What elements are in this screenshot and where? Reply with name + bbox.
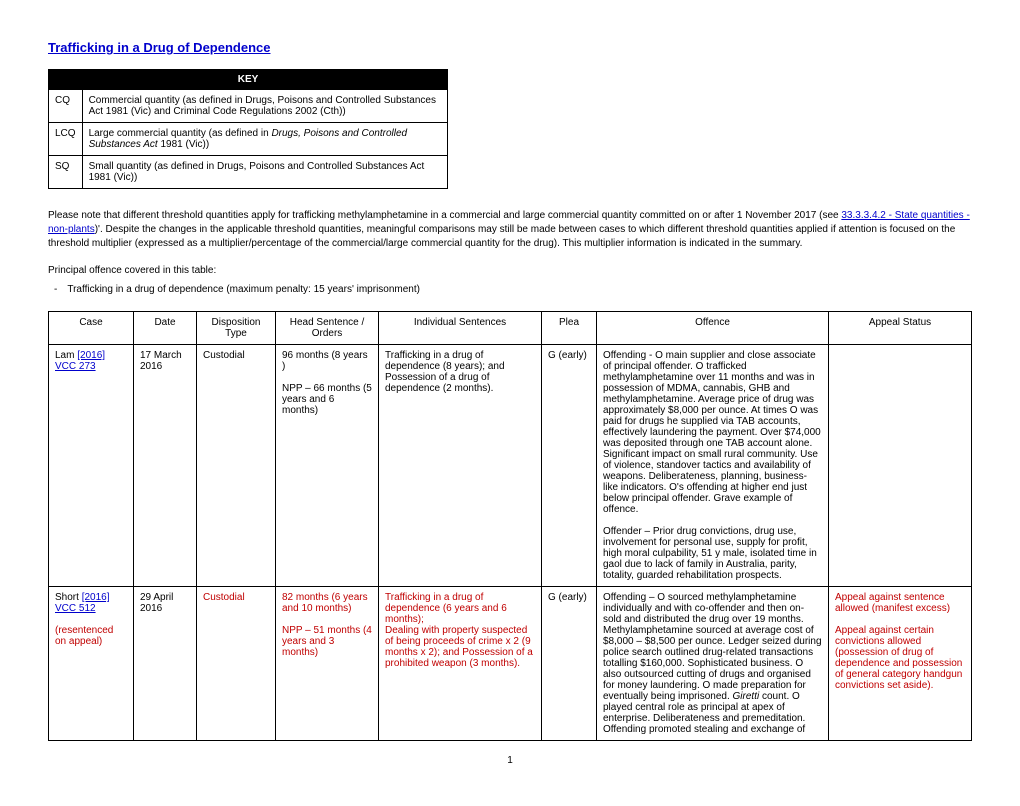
key-desc: Large commercial quantity (as defined in… xyxy=(82,123,447,156)
column-header: Date xyxy=(134,312,197,345)
key-row: SQSmall quantity (as defined in Drugs, P… xyxy=(49,156,448,189)
cell-appeal: Appeal against sentence allowed (manifes… xyxy=(829,587,972,741)
column-header: Disposition Type xyxy=(197,312,276,345)
cell-date: 29 April 2016 xyxy=(134,587,197,741)
cell-case: Lam [2016] VCC 273 xyxy=(49,345,134,587)
key-desc: Commercial quantity (as defined in Drugs… xyxy=(82,90,447,123)
key-abbr: LCQ xyxy=(49,123,83,156)
cell-offence: Offending - O main supplier and close as… xyxy=(597,345,829,587)
table-row: Lam [2016] VCC 27317 March 2016Custodial… xyxy=(49,345,972,587)
cell-head-sentence: 96 months (8 years )NPP – 66 months (5 y… xyxy=(276,345,379,587)
cell-plea: G (early) xyxy=(542,587,597,741)
column-header: Offence xyxy=(597,312,829,345)
principal-label: Principal offence covered in this table: xyxy=(48,265,972,276)
column-header: Plea xyxy=(542,312,597,345)
cell-individual: Trafficking in a drug of dependence (6 y… xyxy=(379,587,542,741)
key-desc: Small quantity (as defined in Drugs, Poi… xyxy=(82,156,447,189)
column-header: Head Sentence / Orders xyxy=(276,312,379,345)
key-row: LCQLarge commercial quantity (as defined… xyxy=(49,123,448,156)
key-abbr: CQ xyxy=(49,90,83,123)
page-number: 1 xyxy=(48,755,972,766)
cell-disposition: Custodial xyxy=(197,345,276,587)
column-header: Case xyxy=(49,312,134,345)
column-header: Individual Sentences xyxy=(379,312,542,345)
key-header: KEY xyxy=(49,70,448,90)
cell-appeal xyxy=(829,345,972,587)
cell-disposition: Custodial xyxy=(197,587,276,741)
key-body: CQCommercial quantity (as defined in Dru… xyxy=(49,90,448,189)
key-table: KEY CQCommercial quantity (as defined in… xyxy=(48,69,448,189)
key-abbr: SQ xyxy=(49,156,83,189)
threshold-note: Please note that different threshold qua… xyxy=(48,209,972,251)
cases-table: CaseDateDisposition TypeHead Sentence / … xyxy=(48,311,972,741)
cell-offence: Offending – O sourced methylamphetamine … xyxy=(597,587,829,741)
cell-individual: Trafficking in a drug of dependence (8 y… xyxy=(379,345,542,587)
cell-case: Short [2016] VCC 512(resentenced on appe… xyxy=(49,587,134,741)
cases-header-row: CaseDateDisposition TypeHead Sentence / … xyxy=(49,312,972,345)
cell-date: 17 March 2016 xyxy=(134,345,197,587)
cell-plea: G (early) xyxy=(542,345,597,587)
principal-offence: Trafficking in a drug of dependence (max… xyxy=(66,284,972,295)
column-header: Appeal Status xyxy=(829,312,972,345)
cell-head-sentence: 82 months (6 years and 10 months)NPP – 5… xyxy=(276,587,379,741)
key-row: CQCommercial quantity (as defined in Dru… xyxy=(49,90,448,123)
table-row: Short [2016] VCC 512(resentenced on appe… xyxy=(49,587,972,741)
cases-body: Lam [2016] VCC 27317 March 2016Custodial… xyxy=(49,345,972,741)
page-title: Trafficking in a Drug of Dependence xyxy=(48,40,972,55)
